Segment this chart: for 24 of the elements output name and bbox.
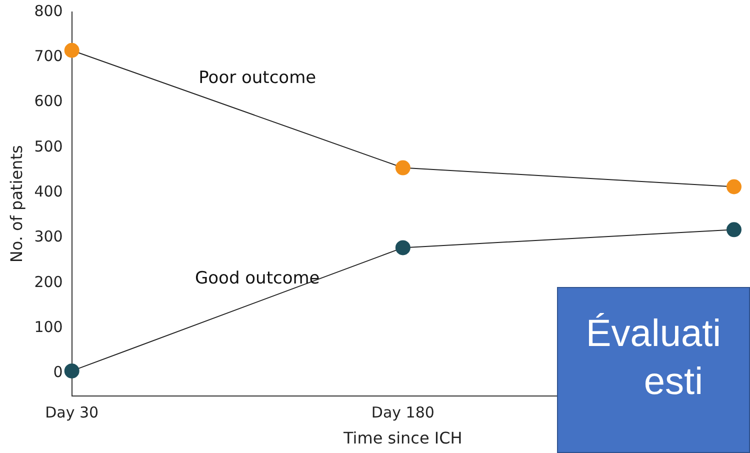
text-box: Évaluati esti xyxy=(557,287,750,453)
series-label: Good outcome xyxy=(194,268,320,288)
x-tick-label: Day 180 xyxy=(371,404,434,422)
point xyxy=(395,160,410,176)
annotation: esti xyxy=(642,360,704,405)
annotation: Évaluati xyxy=(584,312,722,357)
point xyxy=(64,42,80,58)
y-tick-label: 100 xyxy=(34,318,63,336)
y-tick-label: 600 xyxy=(34,92,63,110)
point xyxy=(726,222,742,238)
series-label: Poor outcome xyxy=(198,68,316,88)
x-tick-label: Day 30 xyxy=(45,404,99,422)
y-tick-label: 400 xyxy=(34,182,63,200)
y-tick-label: 700 xyxy=(34,47,63,66)
point xyxy=(726,179,742,194)
x-axis-title: Time since ICH xyxy=(342,428,462,448)
point xyxy=(395,240,410,256)
y-tick-label: 0 xyxy=(53,363,63,382)
y-tick-label: 300 xyxy=(34,228,63,246)
point xyxy=(64,363,80,378)
y-tick-label: 800 xyxy=(34,2,63,20)
y-tick-label: 200 xyxy=(34,272,63,291)
y-tick-label: 500 xyxy=(34,137,63,156)
y-axis-title: No. of patients xyxy=(6,145,26,263)
